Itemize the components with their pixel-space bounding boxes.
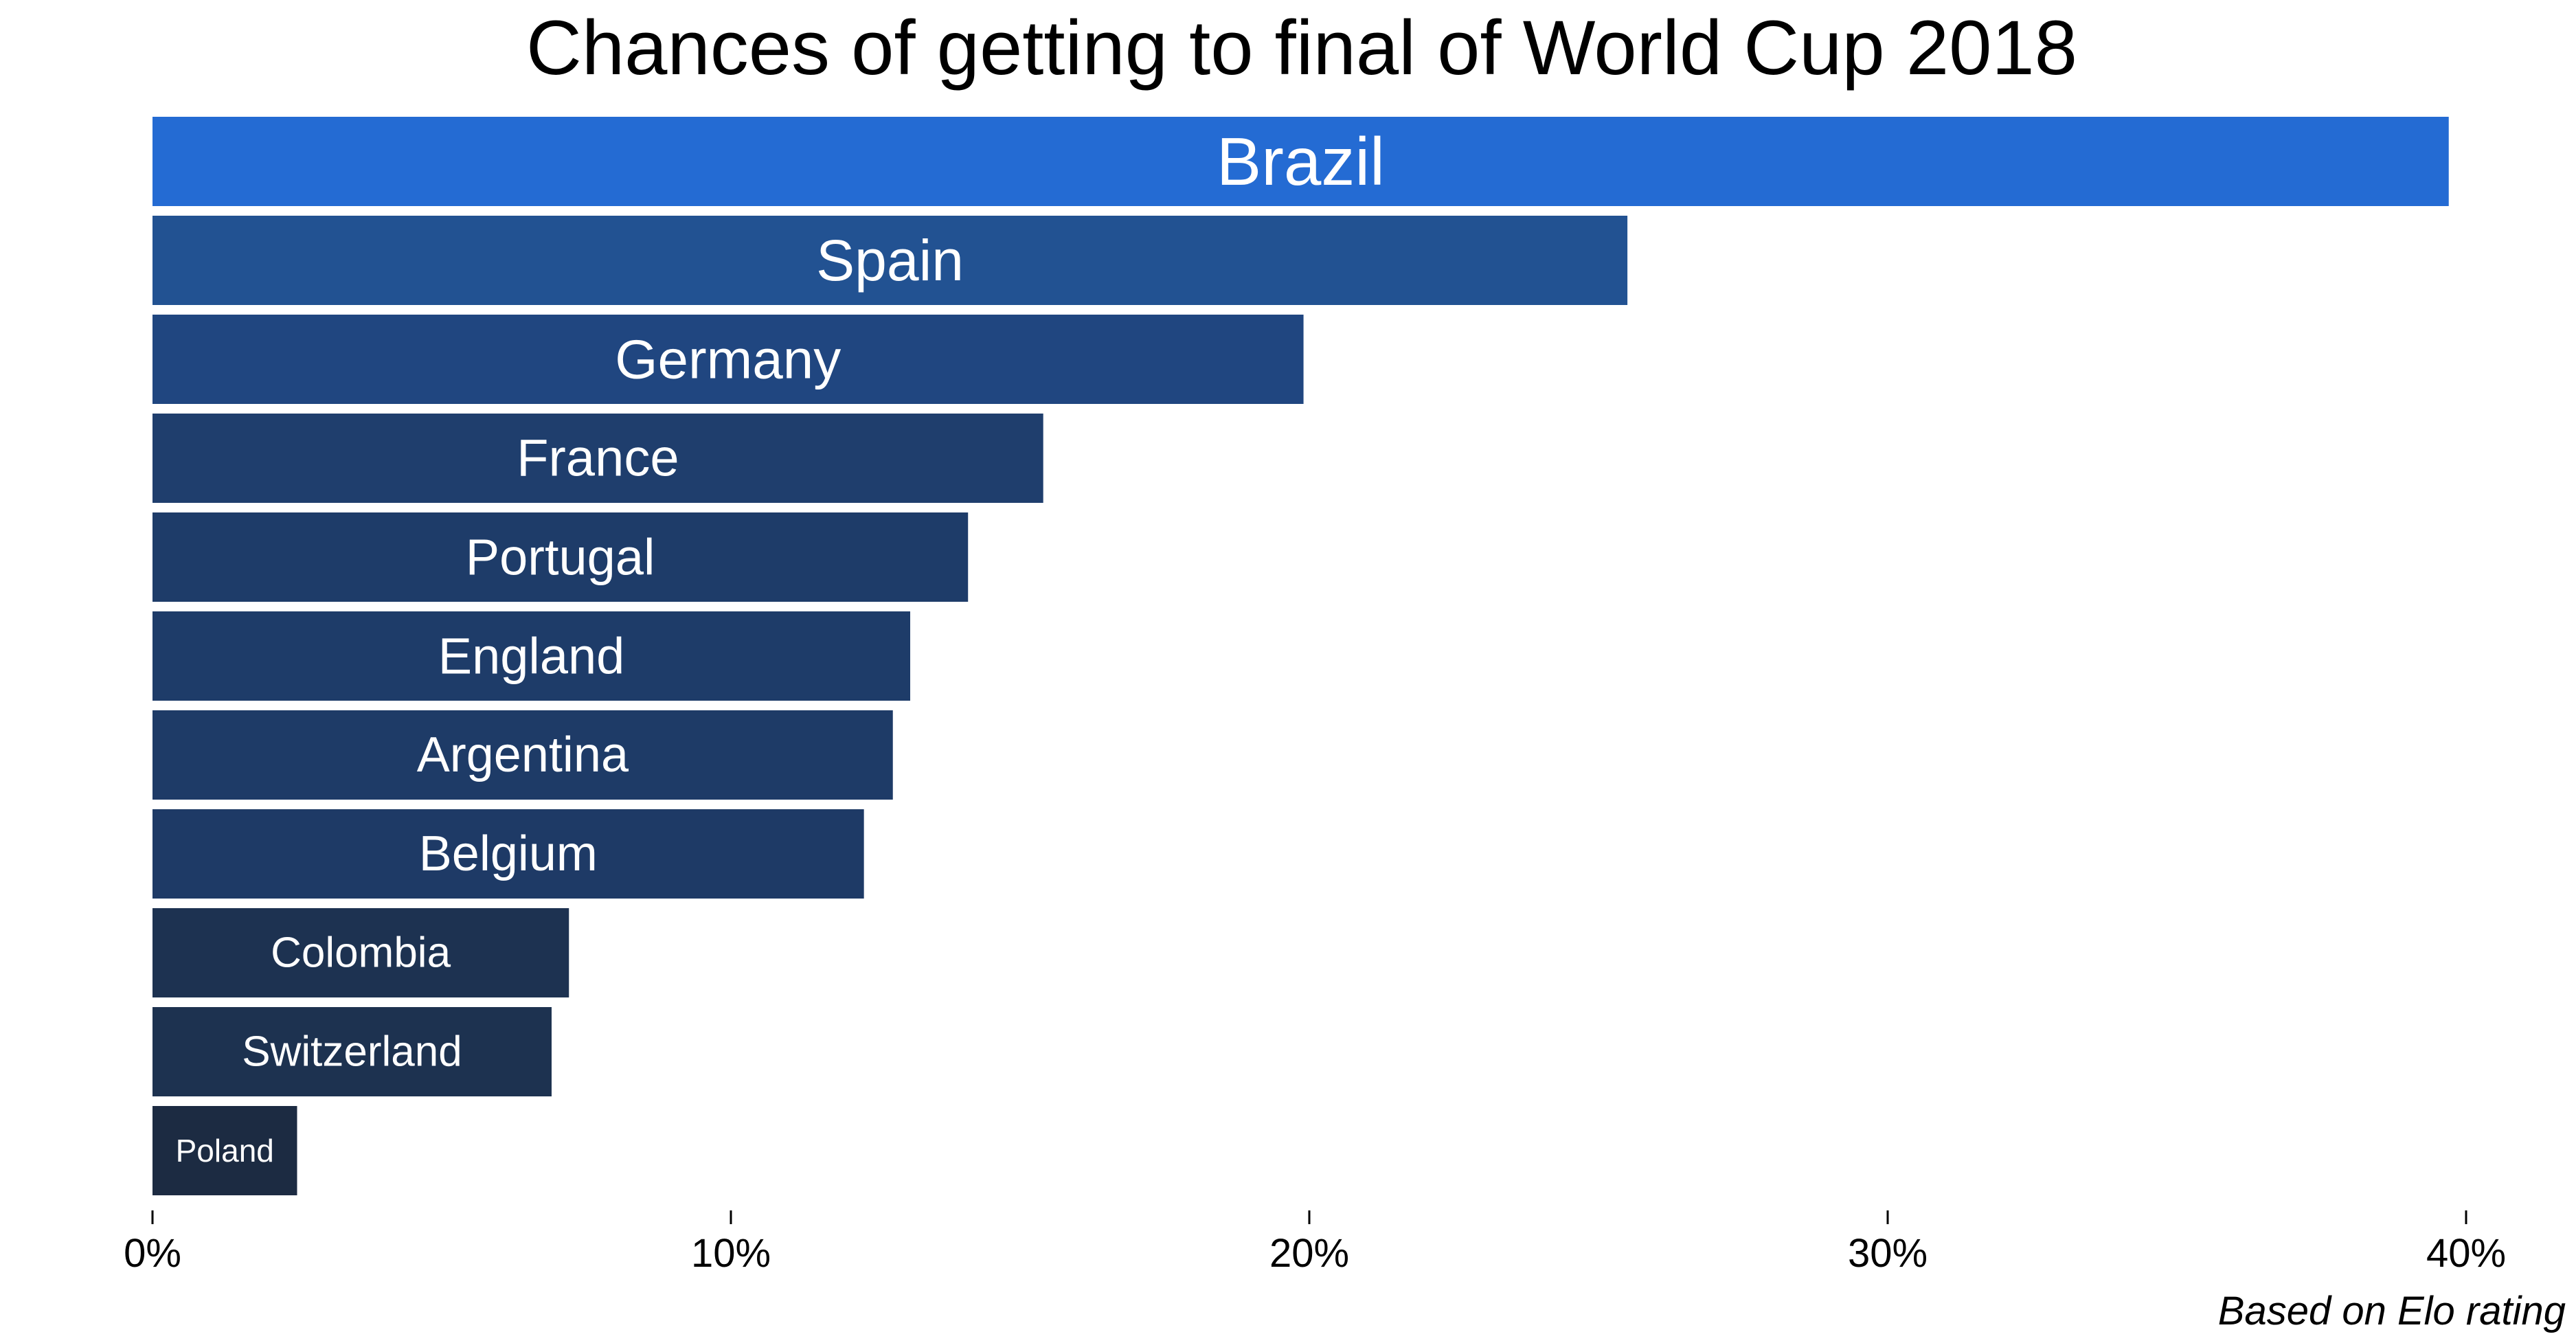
bar-switzerland	[152, 1007, 552, 1096]
bars-group: Brazil Spain Germany France Portugal England A…	[152, 117, 2449, 1195]
bar-england	[152, 611, 911, 701]
bar-germany	[152, 315, 1304, 404]
x-tick-label-20: 20%	[1269, 1231, 1349, 1276]
bar-colombia	[152, 908, 569, 997]
bar-portugal	[152, 512, 969, 602]
bar-brazil	[152, 117, 2449, 206]
bar-label-portugal: Portugal	[466, 529, 655, 586]
bar-spain	[152, 216, 1628, 305]
bar-label-brazil: Brazil	[1217, 124, 1385, 199]
bar-label-belgium: Belgium	[419, 826, 598, 881]
bar-label-poland: Poland	[176, 1133, 274, 1169]
chart-caption: Based on Elo rating	[2218, 1289, 2566, 1333]
bar-label-spain: Spain	[816, 228, 964, 293]
x-tick-label-30: 30%	[1848, 1231, 1928, 1276]
bar-label-argentina: Argentina	[417, 727, 629, 782]
bar-label-england: England	[438, 628, 625, 685]
x-tick-label-10: 10%	[691, 1231, 771, 1276]
x-tick-label-0: 0%	[124, 1231, 181, 1276]
chart-title: Chances of getting to final of World Cup…	[526, 5, 2077, 91]
bar-belgium	[152, 809, 864, 899]
x-axis: 0% 10% 20% 30% 40%	[124, 1210, 2506, 1276]
bar-argentina	[152, 710, 893, 800]
bar-label-germany: Germany	[615, 329, 841, 390]
bar-france	[152, 414, 1043, 503]
bar-label-france: France	[517, 429, 679, 488]
x-tick-label-40: 40%	[2426, 1231, 2506, 1276]
bar-poland	[152, 1106, 297, 1195]
bar-label-colombia: Colombia	[271, 929, 451, 977]
bar-label-switzerland: Switzerland	[242, 1028, 462, 1076]
